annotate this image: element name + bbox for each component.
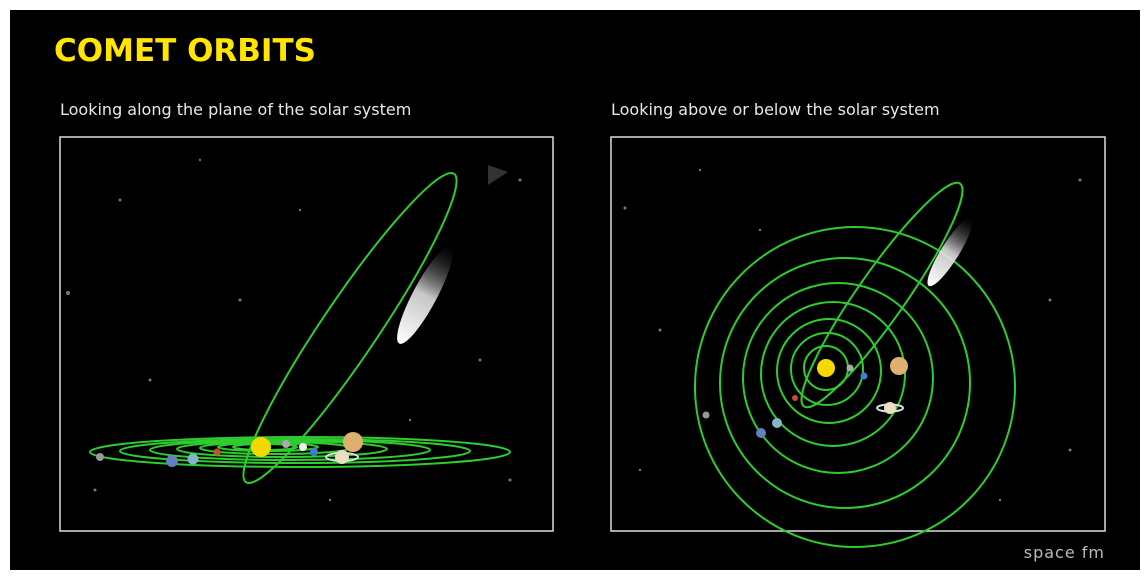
top-view (611, 137, 1105, 547)
title: COMET ORBITS (54, 33, 316, 69)
side-view (60, 137, 553, 531)
infographic: COMET ORBITS Looking along the plane of … (0, 0, 1145, 576)
caption: Looking along the plane of the solar sys… (60, 100, 411, 119)
caption: Looking above or below the solar system (611, 100, 940, 119)
logo: space fm (1024, 543, 1105, 562)
page: COMET ORBITS Looking along the plane of … (0, 0, 1145, 576)
